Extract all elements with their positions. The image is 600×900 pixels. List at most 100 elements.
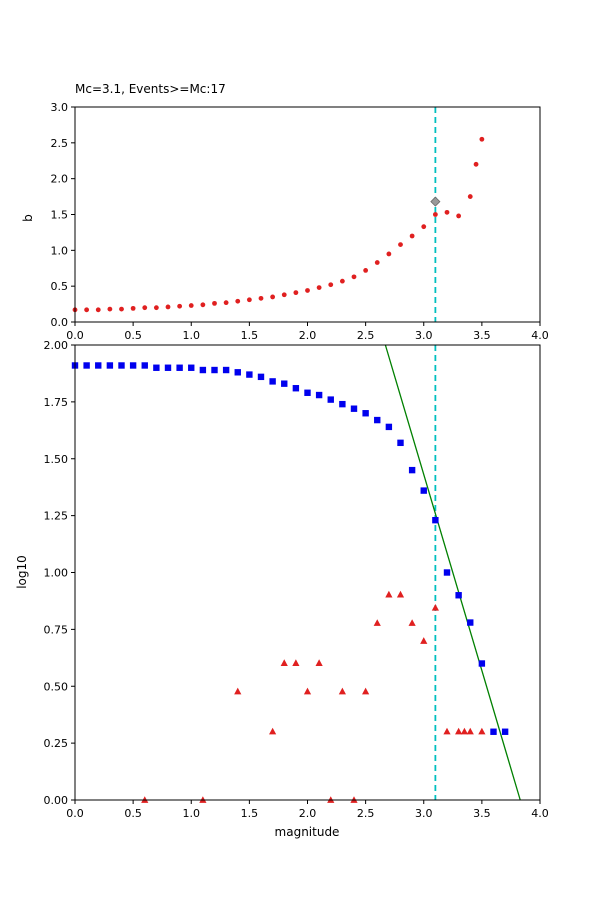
cumulative-counts-point	[292, 385, 300, 392]
incremental-counts-point	[292, 659, 300, 666]
b-value-curve-point	[142, 305, 148, 311]
b-value-curve-point	[212, 300, 217, 306]
cumulative-counts-point	[176, 364, 183, 371]
incremental-counts-point	[420, 637, 428, 644]
bottom-xlabel: magnitude	[275, 825, 340, 839]
b-value-curve-point	[339, 278, 345, 284]
cumulative-counts-point	[455, 592, 462, 599]
y-tick-label: 1.0	[51, 244, 69, 257]
b-value-curve-point	[165, 304, 171, 310]
cumulative-counts-point	[327, 396, 334, 403]
b-value-curve-point	[200, 302, 206, 308]
b-value-curve-point	[421, 224, 427, 230]
x-tick-label: 1.0	[183, 807, 201, 820]
y-tick-label: 2.00	[44, 339, 69, 352]
incremental-counts-point	[466, 727, 474, 735]
incremental-counts-point	[385, 590, 393, 598]
incremental-counts-point	[338, 687, 346, 695]
cumulative-counts-point	[432, 516, 439, 524]
top-ylabel: b	[21, 214, 35, 222]
y-tick-label: 3.0	[51, 101, 69, 114]
b-value-curve-point	[188, 303, 194, 308]
b-value-curve-point	[235, 298, 241, 304]
x-tick-label: 2.0	[299, 329, 317, 342]
x-tick-label: 0.5	[124, 807, 142, 820]
cumulative-counts-point	[385, 423, 393, 431]
x-tick-label: 4.0	[531, 329, 549, 342]
y-tick-label: 0.5	[51, 280, 69, 293]
b-value-curve-point	[153, 305, 159, 311]
incremental-counts-point	[362, 687, 370, 695]
b-value-curve-point	[316, 285, 322, 290]
b-at-mc-point	[430, 196, 441, 207]
cumulative-counts-point	[443, 569, 451, 576]
cumulative-counts-point	[246, 371, 253, 378]
cumulative-counts-point	[95, 362, 102, 369]
b-value-curve-point	[328, 282, 334, 288]
incremental-counts-point	[443, 727, 451, 735]
cumulative-counts-point	[501, 728, 509, 735]
b-value-curve-point	[374, 260, 380, 265]
b-value-curve-point	[305, 288, 310, 293]
cumulative-counts-point	[141, 362, 148, 369]
incremental-counts-point	[280, 659, 288, 666]
cumulative-counts-point	[467, 619, 474, 626]
cumulative-counts-point	[374, 416, 381, 424]
cumulative-counts-point	[420, 487, 427, 494]
y-tick-label: 0.00	[44, 794, 69, 807]
incremental-counts-point	[303, 687, 312, 695]
incremental-counts-point	[431, 603, 439, 611]
b-value-curve-point	[409, 233, 415, 239]
b-value-curve-point	[270, 294, 276, 300]
x-tick-label: 1.5	[241, 329, 259, 342]
cumulative-counts-point	[339, 400, 346, 408]
y-tick-label: 1.50	[44, 453, 69, 466]
incremental-counts-point	[269, 727, 277, 735]
cumulative-counts-point	[362, 410, 369, 417]
cumulative-counts-point	[188, 364, 195, 371]
y-tick-label: 0.25	[44, 737, 69, 750]
cumulative-counts-point	[281, 380, 288, 387]
y-tick-label: 1.00	[44, 567, 69, 580]
cumulative-counts-point	[257, 373, 265, 381]
b-value-curve-point	[456, 213, 462, 219]
incremental-counts-point	[460, 727, 469, 735]
y-tick-label: 0.0	[51, 316, 69, 329]
y-tick-label: 0.50	[44, 680, 69, 693]
cumulative-counts-point	[106, 362, 114, 369]
cumulative-counts-point	[269, 378, 276, 385]
b-value-curve-point	[84, 307, 90, 313]
b-value-curve-point	[258, 295, 264, 301]
x-tick-label: 3.5	[473, 807, 491, 820]
incremental-counts-point	[315, 659, 323, 666]
chart-title: Mc=3.1, Events>=Mc:17	[75, 82, 226, 96]
cumulative-counts-point	[408, 466, 416, 474]
y-tick-label: 2.0	[51, 173, 69, 186]
b-value-curve-point	[363, 268, 369, 273]
incremental-counts-point	[408, 619, 416, 626]
axes-frame	[74, 106, 541, 323]
x-tick-label: 2.0	[299, 807, 317, 820]
axes-frame	[74, 344, 541, 801]
b-value-curve-point	[119, 306, 124, 312]
b-value-curve-point	[444, 209, 450, 215]
b-value-curve-point	[473, 161, 479, 167]
cumulative-counts-point	[222, 366, 230, 374]
y-tick-label: 2.5	[51, 137, 69, 150]
x-tick-label: 1.0	[183, 329, 201, 342]
incremental-counts-point	[234, 687, 242, 695]
b-value-curve-point	[293, 290, 299, 296]
cumulative-counts-point	[350, 405, 358, 412]
b-value-curve-point	[479, 136, 485, 142]
x-tick-label: 0.0	[66, 807, 84, 820]
x-tick-label: 3.5	[473, 329, 491, 342]
x-tick-label: 0.0	[66, 329, 84, 342]
cumulative-counts-point	[234, 369, 241, 376]
x-tick-label: 4.0	[531, 807, 549, 820]
gr-fit-line	[384, 344, 521, 801]
y-tick-label: 1.25	[44, 510, 69, 523]
cumulative-counts-point	[83, 362, 90, 369]
cumulative-counts-point	[118, 362, 125, 369]
